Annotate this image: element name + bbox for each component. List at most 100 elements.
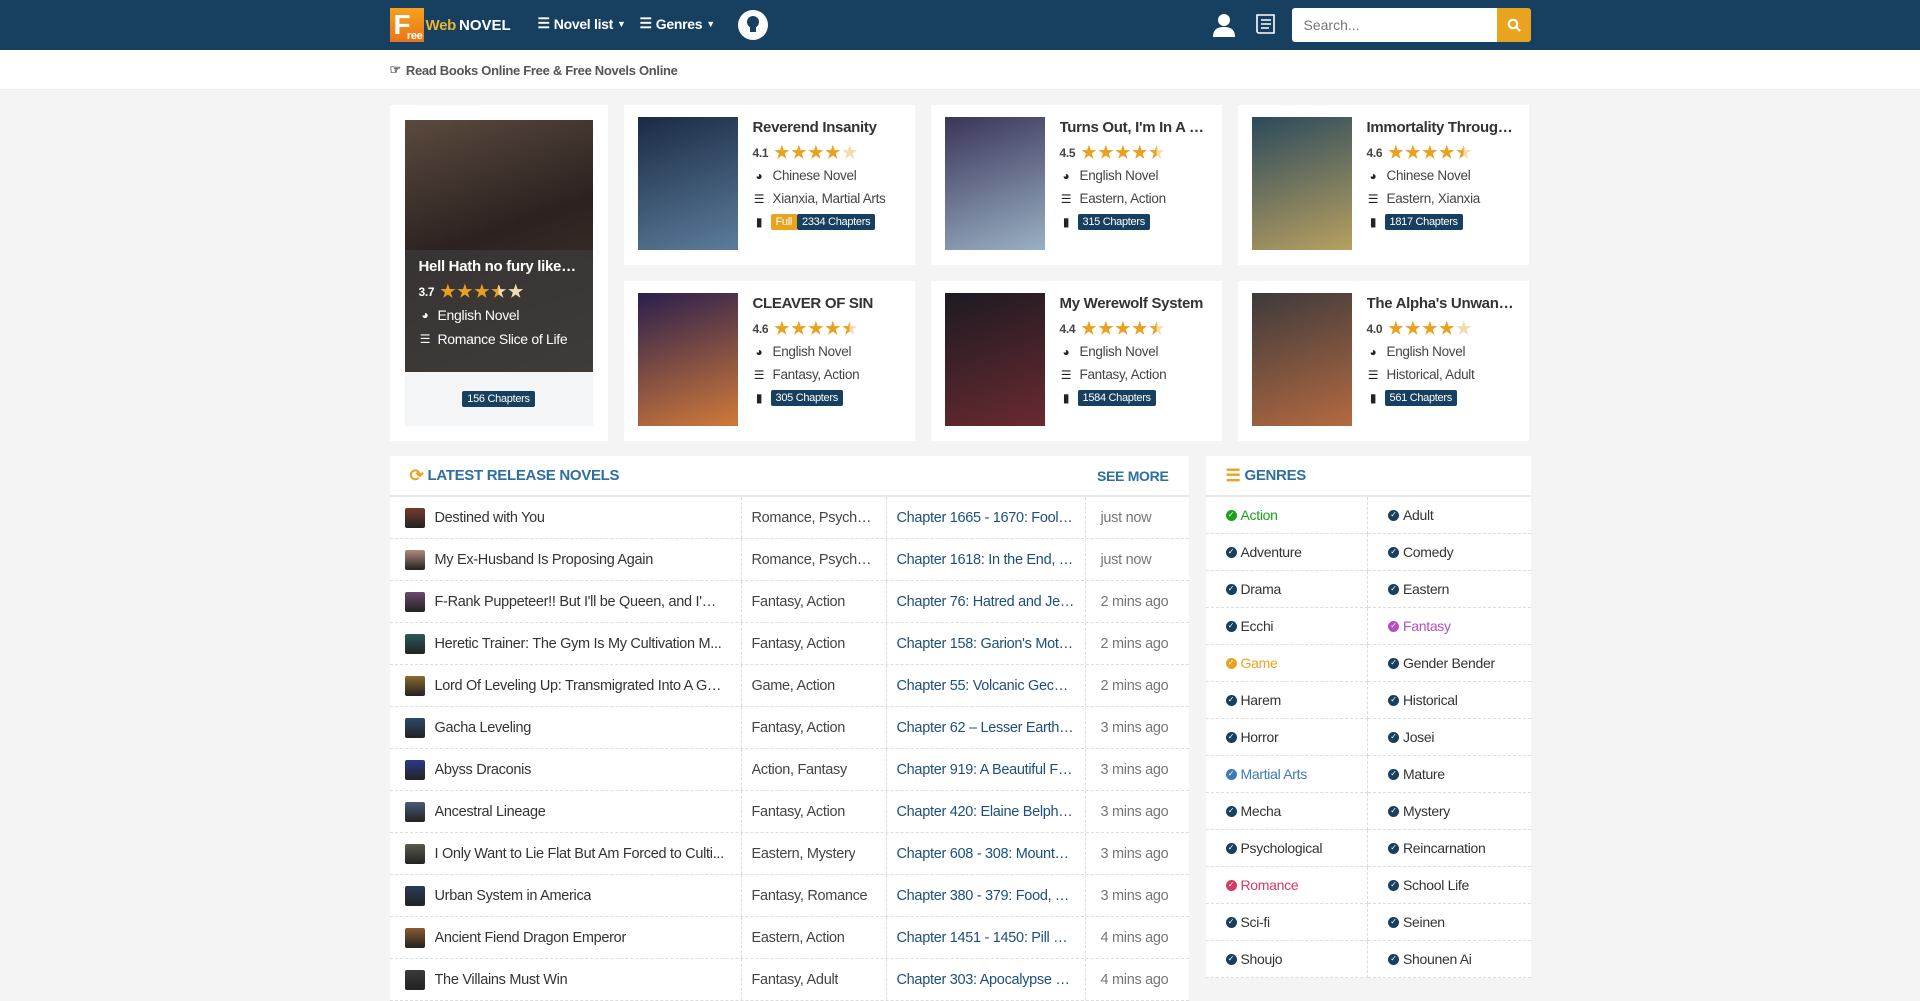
- novel-title[interactable]: Reverend Insanity: [752, 119, 877, 136]
- novel-cover[interactable]: [637, 117, 738, 250]
- nav-novel-list[interactable]: ☰ Novel list ▼: [538, 15, 626, 32]
- novel-title[interactable]: CLEAVER OF SIN: [752, 295, 874, 312]
- genre-label: Reincarnation: [1403, 840, 1486, 856]
- chapter-link[interactable]: Chapter 919: A Beautiful Fan...: [896, 761, 1075, 778]
- genre-link[interactable]: ✓ Mecha: [1205, 793, 1368, 830]
- novel-thumbnail[interactable]: [404, 969, 425, 990]
- genre-link[interactable]: ✓ Adult: [1368, 497, 1531, 534]
- novel-thumbnail[interactable]: [404, 633, 425, 654]
- rating: 4.6 ★ ★ ★ ★ ★: [1367, 144, 1515, 161]
- featured-novel-card[interactable]: CLEAVER OF SIN 4.6 ★ ★ ★ ★ ★ ◕ English Novel ☰…: [623, 281, 915, 441]
- genre-link[interactable]: ✓ Gender Bender: [1368, 645, 1531, 682]
- novel-genres: Eastern, Xianxia: [1386, 191, 1481, 206]
- genre-link[interactable]: ✓ Psychological: [1205, 830, 1368, 867]
- genre-link[interactable]: ✓ Ecchi: [1205, 608, 1368, 645]
- featured-novel-card[interactable]: Turns Out, I'm In A Vill... 4.5 ★ ★ ★ ★ ★ ◕ En…: [930, 105, 1222, 265]
- novel-title-link[interactable]: I Only Want to Lie Flat But Am Forced to…: [434, 845, 724, 862]
- chapter-link[interactable]: Chapter 1618: In the End, It's ...: [896, 551, 1075, 568]
- novel-title-link[interactable]: Ancient Fiend Dragon Emperor: [434, 929, 626, 946]
- chapter-link[interactable]: Chapter 76: Hatred and Jealo...: [896, 593, 1075, 610]
- novel-cover[interactable]: [1251, 293, 1352, 426]
- chapter-link[interactable]: Chapter 608 - 308: Mountain ...: [896, 845, 1075, 862]
- list-icon: ☰: [1225, 465, 1241, 485]
- star-rating: ★ ★ ★ ★ ★: [1388, 144, 1471, 161]
- novel-title-link[interactable]: Abyss Draconis: [434, 761, 532, 778]
- chapter-link[interactable]: Chapter 62 – Lesser Earth S...: [896, 719, 1075, 736]
- genre-link[interactable]: ✓ Mystery: [1368, 793, 1531, 830]
- genre-link[interactable]: ✓ Sci-fi: [1205, 904, 1368, 941]
- novel-thumbnail[interactable]: [404, 759, 425, 780]
- theme-toggle-button[interactable]: [737, 10, 768, 40]
- chapter-link[interactable]: Chapter 303: Apocalypse Ro...: [896, 971, 1075, 988]
- novel-title-link[interactable]: Urban System in America: [434, 887, 592, 904]
- novel-thumbnail[interactable]: [404, 801, 425, 822]
- novel-thumbnail[interactable]: [404, 591, 425, 612]
- featured-novel-card[interactable]: The Alpha's Unwanted... 4.0★★★★★ ◕Englis…: [1237, 281, 1529, 441]
- genre-link[interactable]: ✓ Shounen Ai: [1368, 941, 1531, 978]
- novel-title[interactable]: Turns Out, I'm In A Vill...: [1059, 119, 1208, 136]
- novel-cover[interactable]: Hell Hath no fury like a bi... 3.7★★★★★ …: [404, 120, 593, 372]
- novel-title-link[interactable]: Ancestral Lineage: [434, 803, 546, 820]
- novel-thumbnail[interactable]: [404, 885, 425, 906]
- novel-cover[interactable]: [1251, 117, 1352, 250]
- genre-link[interactable]: ✓ Comedy: [1368, 534, 1531, 571]
- novel-title-link[interactable]: My Ex-Husband Is Proposing Again: [434, 551, 654, 568]
- chapter-link[interactable]: Chapter 420: Elaine Belpheg...: [896, 803, 1075, 820]
- search-button[interactable]: [1496, 8, 1531, 42]
- genre-link[interactable]: ✓ School Life: [1368, 867, 1531, 904]
- see-more-link[interactable]: SEE MORE: [1096, 467, 1169, 484]
- featured-novel-card[interactable]: Immortality Through ... 4.6 ★ ★ ★ ★ ★ ◕ Chines…: [1237, 105, 1529, 265]
- novel-title[interactable]: Immortality Through ...: [1366, 119, 1515, 136]
- genre-link[interactable]: ✓ Martial Arts: [1205, 756, 1368, 793]
- novel-genres: Fantasy, Action: [1079, 367, 1167, 382]
- user-account-button[interactable]: [1212, 13, 1235, 41]
- novel-title-link[interactable]: Gacha Leveling: [434, 719, 532, 736]
- genre-link[interactable]: ✓ Drama: [1205, 571, 1368, 608]
- novel-thumbnail[interactable]: [404, 717, 425, 738]
- genre-label: Gender Bender: [1403, 655, 1495, 671]
- novel-cover[interactable]: [637, 293, 738, 426]
- novel-title[interactable]: The Alpha's Unwanted...: [1366, 295, 1515, 312]
- novel-title-link[interactable]: The Villains Must Win: [434, 971, 568, 988]
- novel-cover[interactable]: [944, 117, 1045, 250]
- genre-link[interactable]: ✓ Historical: [1368, 682, 1531, 719]
- genre-link[interactable]: ✓ Fantasy: [1368, 608, 1531, 645]
- novel-thumbnail[interactable]: [404, 927, 425, 948]
- genre-link[interactable]: ✓ Game: [1205, 645, 1368, 682]
- genre-link[interactable]: ✓ Horror: [1205, 719, 1368, 756]
- search-input[interactable]: [1291, 8, 1497, 42]
- novel-thumbnail[interactable]: [404, 507, 425, 528]
- chapter-link[interactable]: Chapter 1451 - 1450: Pill Refi...: [896, 929, 1075, 946]
- genre-link[interactable]: ✓ Shoujo: [1205, 941, 1368, 978]
- novel-thumbnail[interactable]: [404, 675, 425, 696]
- novel-title-link[interactable]: F-Rank Puppeteer!! But I'll be Queen, an…: [434, 593, 726, 610]
- novel-thumbnail[interactable]: [404, 549, 425, 570]
- genre-link[interactable]: ✓ Adventure: [1205, 534, 1368, 571]
- featured-big-card[interactable]: Hell Hath no fury like a bi... 3.7★★★★★ …: [389, 105, 608, 441]
- novel-title-link[interactable]: Lord Of Leveling Up: Transmigrated Into …: [434, 677, 726, 694]
- chapter-link[interactable]: Chapter 380 - 379: Food, Tra...: [896, 887, 1075, 904]
- chapter-link[interactable]: Chapter 158: Garion's Motiva...: [896, 635, 1075, 652]
- novel-thumbnail[interactable]: [404, 843, 425, 864]
- chapter-link[interactable]: Chapter 55: Volcanic Gecko (...: [896, 677, 1075, 694]
- genre-link[interactable]: ✓ Romance: [1205, 867, 1368, 904]
- featured-novel-card[interactable]: Reverend Insanity 4.1 ★ ★ ★ ★ ★ ◕ Chinese Nove…: [623, 105, 915, 265]
- featured-novel-card[interactable]: My Werewolf System 4.4 ★ ★ ★ ★ ★ ◕ English Nov…: [930, 281, 1222, 441]
- genre-link[interactable]: ✓ Action: [1205, 497, 1368, 534]
- novel-title-link[interactable]: Destined with You: [434, 509, 545, 526]
- novel-title[interactable]: My Werewolf System: [1059, 295, 1204, 312]
- nav-genres[interactable]: ☰ Genres ▼: [640, 15, 716, 32]
- genre-link[interactable]: ✓ Josei: [1368, 719, 1531, 756]
- novel-cover[interactable]: [944, 293, 1045, 426]
- chapter-link[interactable]: Chapter 1665 - 1670: Fool fo...: [896, 509, 1075, 526]
- novel-title[interactable]: Hell Hath no fury like a bi...: [418, 258, 579, 275]
- genre-link[interactable]: ✓ Eastern: [1368, 571, 1531, 608]
- globe-icon: ◕: [1369, 168, 1377, 183]
- genre-link[interactable]: ✓ Reincarnation: [1368, 830, 1531, 867]
- genre-link[interactable]: ✓ Harem: [1205, 682, 1368, 719]
- novel-title-link[interactable]: Heretic Trainer: The Gym Is My Cultivati…: [434, 635, 722, 652]
- bookmarks-button[interactable]: [1254, 13, 1278, 41]
- genre-link[interactable]: ✓ Mature: [1368, 756, 1531, 793]
- genre-link[interactable]: ✓ Seinen: [1368, 904, 1531, 941]
